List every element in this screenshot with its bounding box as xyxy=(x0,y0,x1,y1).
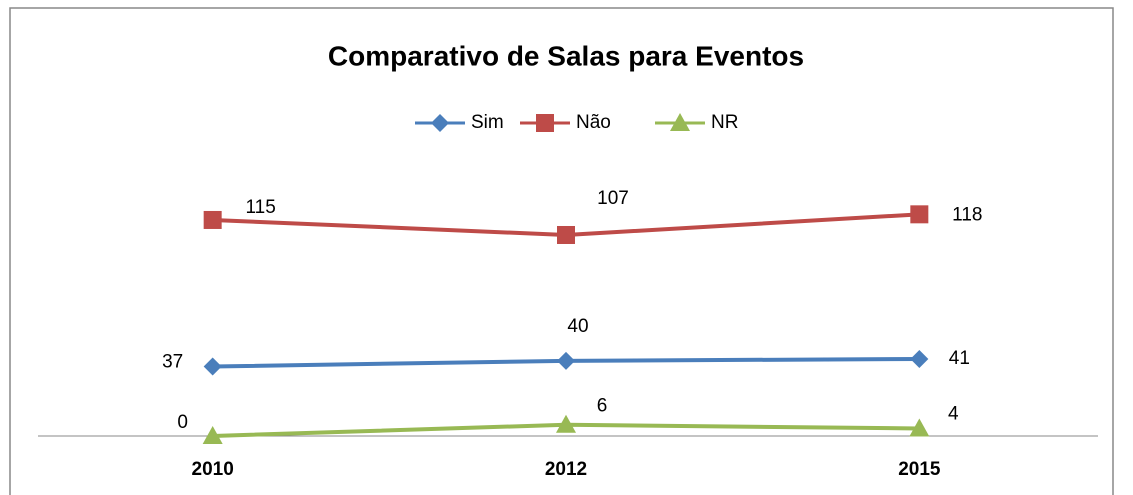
data-label: 6 xyxy=(597,396,608,417)
data-point xyxy=(910,349,929,368)
chart-frame xyxy=(9,7,1114,495)
data-point xyxy=(557,351,575,370)
data-label: 115 xyxy=(246,197,276,218)
data-label: 41 xyxy=(949,348,970,369)
x-tick-label: 2010 xyxy=(192,459,234,480)
data-point xyxy=(203,357,222,376)
data-label: 37 xyxy=(162,352,183,373)
legend-marker xyxy=(670,113,690,131)
legend-marker xyxy=(536,114,554,132)
data-point xyxy=(557,225,575,244)
x-tick-label: 2015 xyxy=(898,459,941,480)
legend-label: Sim xyxy=(471,112,504,133)
data-label: 0 xyxy=(177,412,188,433)
data-label: 40 xyxy=(567,316,588,337)
x-tick-label: 2012 xyxy=(545,459,587,480)
chart-title: Comparativo de Salas para Eventos xyxy=(328,40,804,71)
legend-label: Não xyxy=(576,112,611,133)
data-point xyxy=(203,210,222,229)
data-label: 4 xyxy=(948,404,959,425)
data-point xyxy=(910,205,929,224)
data-point xyxy=(202,426,223,444)
data-label: 118 xyxy=(952,204,982,225)
legend-label: NR xyxy=(711,112,738,133)
data-point xyxy=(556,414,576,433)
data-label: 107 xyxy=(597,188,629,209)
data-point xyxy=(909,418,930,437)
legend-marker xyxy=(431,114,449,132)
